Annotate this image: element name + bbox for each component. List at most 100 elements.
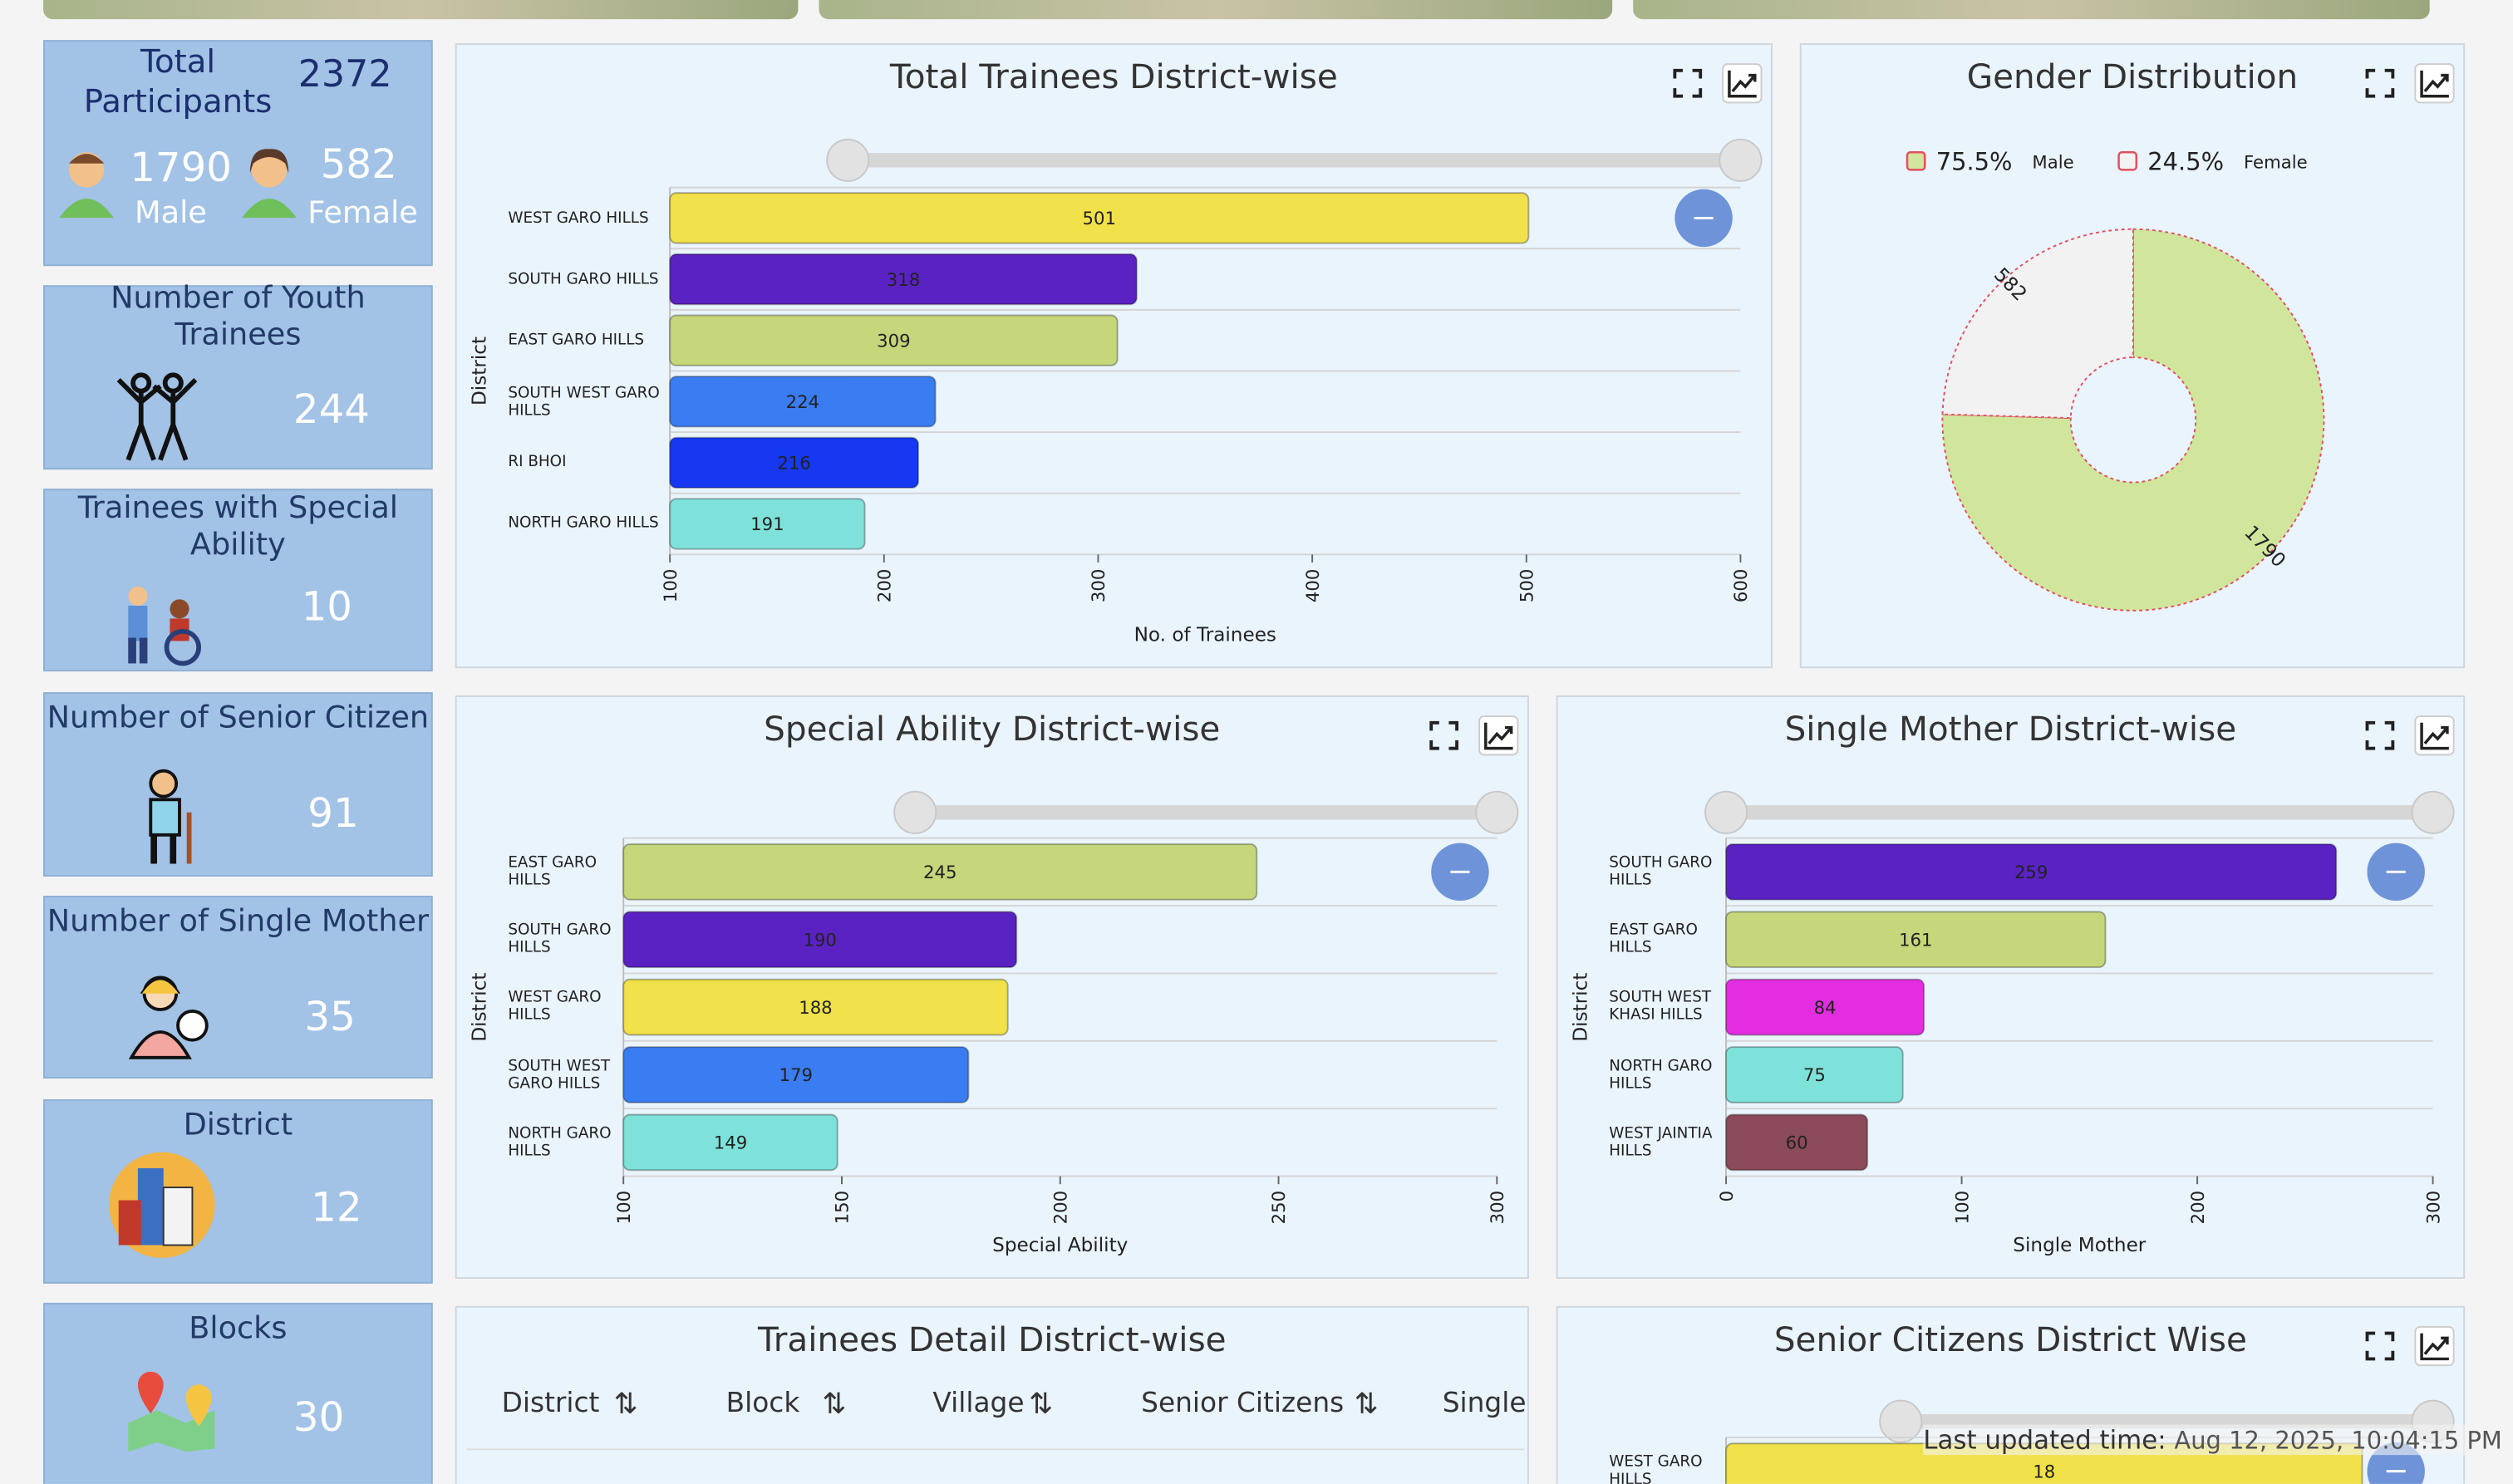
table-panel: Trainees Detail District-wise District ⇅ B… xyxy=(455,1305,1529,1484)
card-value: 35 xyxy=(304,993,356,1040)
y-tick-label: RI BHOI xyxy=(508,454,567,472)
bar xyxy=(622,978,1009,1036)
bar-value-label: 188 xyxy=(799,998,832,1019)
card-title: Blocks xyxy=(189,1310,288,1346)
chart-panel: Gender Distribution 1790 75.5% Male 582 24.5… xyxy=(1799,43,2466,669)
bar xyxy=(669,376,937,428)
chart-type-button[interactable] xyxy=(2414,63,2455,104)
chart-icon xyxy=(2420,70,2449,98)
sort-icon[interactable]: ⇅ xyxy=(1354,1388,1379,1422)
sort-icon[interactable]: ⇅ xyxy=(1029,1388,1054,1422)
card-title: Trainees with Special Ability xyxy=(77,490,398,563)
bar-value-label: 60 xyxy=(1786,1133,1808,1154)
zoom-slider-handle[interactable] xyxy=(1719,138,1763,182)
column-header[interactable]: Senior Citizens xyxy=(1141,1388,1345,1420)
bar xyxy=(1725,911,2107,969)
stat-card: Total Participants 2372 1790 Male 582 Fe… xyxy=(43,40,433,267)
category-label-box: SOUTH GARO HILLS xyxy=(508,921,612,957)
column-header[interactable]: Block xyxy=(725,1388,800,1420)
y-axis-label: District xyxy=(469,973,490,1042)
fullscreen-button[interactable] xyxy=(1429,720,1458,750)
card-value: 12 xyxy=(311,1184,362,1231)
chart-title: Total Trainees District-wise xyxy=(889,57,1338,96)
card-value: 244 xyxy=(293,386,370,433)
card-value: 91 xyxy=(307,789,359,837)
fullscreen-button[interactable] xyxy=(2365,68,2395,98)
column-header[interactable]: District xyxy=(501,1388,600,1420)
sort-icon[interactable]: ⇅ xyxy=(822,1388,847,1422)
category-label-box: EAST GARO HILLS xyxy=(508,332,645,350)
stat-card: Number of Senior Citizen 91 xyxy=(43,692,433,877)
chart-type-button[interactable] xyxy=(2414,715,2455,756)
bar xyxy=(1725,978,1925,1036)
x-tick-label: 300 xyxy=(2423,1191,2444,1224)
bar xyxy=(622,1046,970,1103)
category-label-box: WEST GARO HILLS xyxy=(508,990,601,1025)
category-label-box: NORTH GARO HILLS xyxy=(1609,1057,1712,1092)
legend-swatch[interactable] xyxy=(2117,150,2138,171)
card-title: District xyxy=(183,1107,293,1143)
card-value: 10 xyxy=(301,582,352,630)
chart-title: Senior Citizens District Wise xyxy=(1773,1320,2247,1359)
chart-type-button[interactable] xyxy=(1478,715,1519,756)
legend-percent: 75.5% xyxy=(1936,147,2013,175)
bar-value-label: 501 xyxy=(1083,209,1116,229)
column-header[interactable]: Single xyxy=(1442,1388,1527,1420)
bar xyxy=(1725,1046,1904,1103)
special-ability-icon xyxy=(128,586,202,666)
y-tick-label: SOUTH GARO HILLS xyxy=(508,921,612,957)
column-header[interactable]: Village xyxy=(932,1388,1025,1420)
chart-icon xyxy=(2420,1333,2449,1361)
collapse-button[interactable] xyxy=(1431,843,1489,902)
y-tick-label: EAST GARO HILLS xyxy=(508,332,645,350)
bar-value-label: 190 xyxy=(803,930,836,951)
zoom-slider-handle[interactable] xyxy=(2411,790,2455,834)
chart-type-button[interactable] xyxy=(2414,1325,2455,1367)
y-axis-label: District xyxy=(1570,973,1591,1042)
category-label-box: SOUTH GARO HILLS xyxy=(508,270,659,288)
y-tick-label: NORTH GARO HILLS xyxy=(508,1124,612,1161)
x-tick-label: 150 xyxy=(833,1191,853,1224)
x-tick-label: 100 xyxy=(661,569,681,602)
bar xyxy=(669,314,1119,366)
bar-value-label: 18 xyxy=(2033,1462,2055,1482)
stat-card: Number of Single Mother 35 xyxy=(43,896,433,1079)
blocks-icon xyxy=(128,1371,215,1452)
chart-type-button[interactable] xyxy=(1722,63,1763,104)
y-tick-label: SOUTH GARO HILLS xyxy=(508,270,659,288)
collapse-button[interactable] xyxy=(1675,189,1733,248)
x-tick-label: 100 xyxy=(614,1191,635,1224)
category-label-box: NORTH GARO HILLS xyxy=(508,1124,612,1161)
x-tick-label: 250 xyxy=(1269,1191,1290,1224)
chart-icon xyxy=(1484,722,1513,750)
bar-value-label: 191 xyxy=(750,514,784,535)
zoom-slider-handle[interactable] xyxy=(1704,790,1748,834)
stat-card: Blocks 30 xyxy=(43,1302,433,1484)
zoom-slider-handle[interactable] xyxy=(893,790,937,834)
bar-value-label: 245 xyxy=(923,862,957,883)
male-count: 1790 xyxy=(130,144,232,191)
category-label-box: NORTH GARO HILLS xyxy=(508,515,658,533)
zoom-slider-handle[interactable] xyxy=(1879,1399,1923,1443)
y-tick-label: SOUTH GARO HILLS xyxy=(1609,854,1713,890)
zoom-slider-handle[interactable] xyxy=(1475,790,1519,834)
stat-card: Number of Youth Trainees 244 xyxy=(43,280,433,470)
y-tick-label: EAST GARO HILLS xyxy=(508,854,598,890)
fullscreen-button[interactable] xyxy=(2365,720,2395,750)
male-icon xyxy=(59,152,114,219)
stat-card: Trainees with Special Ability 10 xyxy=(43,489,433,672)
bar-value-label: 224 xyxy=(786,392,819,413)
legend-swatch[interactable] xyxy=(1906,150,1926,171)
fullscreen-button[interactable] xyxy=(2365,1331,2395,1361)
sort-icon[interactable]: ⇅ xyxy=(613,1388,638,1422)
bar xyxy=(622,911,1018,969)
zoom-slider-handle[interactable] xyxy=(826,138,870,182)
bar-value-label: 309 xyxy=(877,331,910,351)
fullscreen-button[interactable] xyxy=(1673,68,1703,98)
pie-slice xyxy=(1941,228,2325,612)
banner-image xyxy=(1633,0,2430,20)
y-tick-label: SOUTH WEST GARO HILLS xyxy=(508,384,660,420)
x-tick-label: 100 xyxy=(1952,1191,1973,1224)
collapse-button[interactable] xyxy=(2367,843,2425,902)
bar-value-label: 179 xyxy=(779,1065,813,1086)
